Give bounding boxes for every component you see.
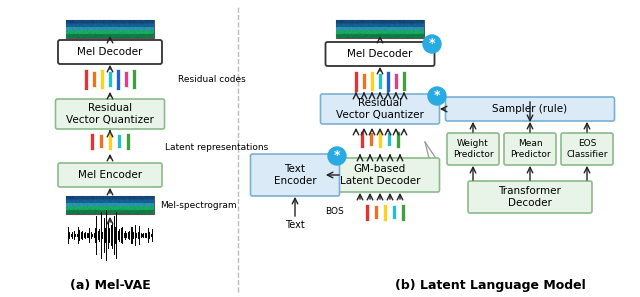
Bar <box>66 196 154 214</box>
Bar <box>66 20 154 38</box>
Text: Transformer
Decoder: Transformer Decoder <box>499 186 561 208</box>
Text: Sampler (rule): Sampler (rule) <box>492 104 568 114</box>
Text: Weight
Predictor: Weight Predictor <box>452 139 493 159</box>
Bar <box>394 73 398 89</box>
FancyBboxPatch shape <box>447 133 499 165</box>
Text: Mel Decoder: Mel Decoder <box>77 47 143 57</box>
Bar <box>383 203 387 220</box>
FancyBboxPatch shape <box>56 99 164 129</box>
Bar <box>108 132 112 149</box>
Text: *: * <box>333 149 340 162</box>
Text: *: * <box>434 89 440 102</box>
Bar <box>132 69 136 89</box>
Text: Residual codes: Residual codes <box>178 75 246 83</box>
FancyBboxPatch shape <box>326 42 435 66</box>
Text: GM-based
Latent Decoder: GM-based Latent Decoder <box>340 164 420 186</box>
Bar <box>90 132 94 149</box>
Bar <box>117 134 121 148</box>
FancyBboxPatch shape <box>445 97 614 121</box>
Bar <box>360 130 364 148</box>
Bar <box>362 73 366 89</box>
Text: Mel Decoder: Mel Decoder <box>348 49 413 59</box>
Bar <box>378 73 382 89</box>
Bar <box>387 132 391 146</box>
Bar <box>402 71 406 91</box>
Text: Latent representations: Latent representations <box>165 143 268 151</box>
Text: *: * <box>429 37 435 50</box>
Circle shape <box>328 147 346 165</box>
Bar <box>116 69 120 89</box>
Bar <box>124 71 128 87</box>
Text: Mean
Predictor: Mean Predictor <box>509 139 550 159</box>
Bar <box>100 69 104 89</box>
Bar <box>396 130 400 148</box>
Bar <box>369 132 373 146</box>
Text: Residual
Vector Quantizer: Residual Vector Quantizer <box>336 98 424 120</box>
Bar <box>92 71 96 87</box>
FancyBboxPatch shape <box>58 163 162 187</box>
Text: BOS: BOS <box>326 208 344 217</box>
Text: Residual
Vector Quantizer: Residual Vector Quantizer <box>66 103 154 125</box>
Text: Mel-spectrogram: Mel-spectrogram <box>160 200 237 209</box>
FancyBboxPatch shape <box>321 94 440 124</box>
Bar <box>370 71 374 91</box>
FancyBboxPatch shape <box>250 154 339 196</box>
Text: EOS
Classifier: EOS Classifier <box>566 139 608 159</box>
Circle shape <box>428 87 446 105</box>
Text: Text
Encoder: Text Encoder <box>274 164 316 186</box>
Bar <box>84 69 88 89</box>
FancyBboxPatch shape <box>321 158 440 192</box>
Bar <box>99 134 103 148</box>
Bar <box>336 20 424 38</box>
FancyBboxPatch shape <box>468 181 592 213</box>
Text: (b) Latent Language Model: (b) Latent Language Model <box>395 279 586 291</box>
Text: Mel Encoder: Mel Encoder <box>78 170 142 180</box>
Bar <box>386 70 390 91</box>
Bar <box>126 132 130 149</box>
Text: Text: Text <box>285 220 305 230</box>
Bar <box>392 205 396 219</box>
Bar <box>365 203 369 220</box>
Bar <box>354 70 358 91</box>
Bar <box>401 203 405 220</box>
Bar <box>378 130 382 148</box>
Bar <box>374 205 378 219</box>
FancyBboxPatch shape <box>58 40 162 64</box>
FancyBboxPatch shape <box>561 133 613 165</box>
Text: (a) Mel-VAE: (a) Mel-VAE <box>70 279 150 291</box>
FancyBboxPatch shape <box>504 133 556 165</box>
Circle shape <box>423 35 441 53</box>
Bar <box>108 71 112 87</box>
